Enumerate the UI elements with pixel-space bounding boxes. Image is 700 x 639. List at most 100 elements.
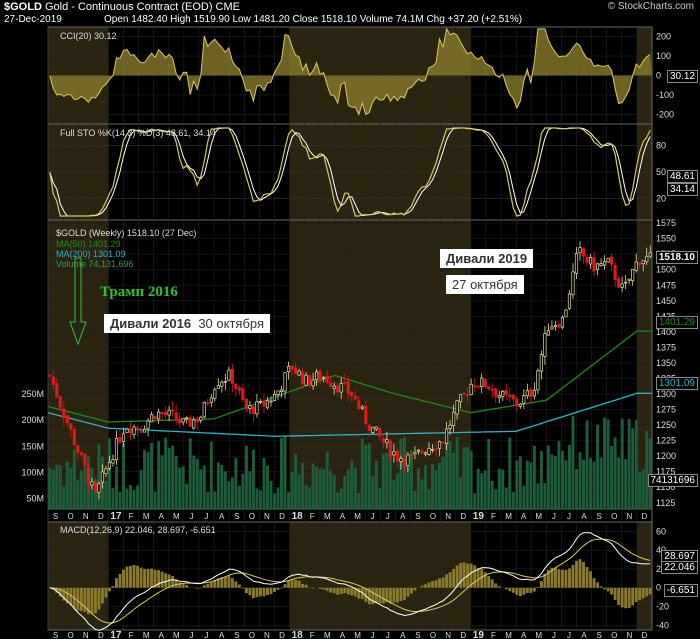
price-legend-title: $GOLD (Weekly) 1518.10 (27 Dec) [56, 228, 197, 238]
volume-bar [322, 469, 326, 509]
volume-bar [283, 436, 287, 509]
x-tick-label-bottom: S [234, 631, 239, 639]
sto-tick-label: 50 [656, 167, 666, 177]
annotation-diwali-2019-date: 27 октября [446, 275, 524, 294]
candle-body [58, 396, 62, 408]
macd-hist-bar [522, 587, 526, 595]
x-tick-label: S [596, 512, 601, 521]
candle-body [434, 448, 438, 451]
macd-hist-bar [353, 587, 357, 597]
volume-bar [476, 468, 480, 509]
x-tick-label-bottom: F [491, 631, 496, 639]
volume-bar [350, 460, 354, 509]
volume-bar [638, 471, 642, 509]
candle-body [237, 387, 241, 391]
candle-body [430, 448, 435, 451]
cci-tick-label: -100 [656, 90, 674, 100]
candle-body [529, 389, 533, 398]
macd-hist-bar [287, 580, 291, 588]
candle-body [427, 447, 431, 455]
candle-body [437, 441, 442, 449]
volume-bar [575, 468, 578, 509]
macd-hist-bar [599, 586, 603, 588]
candle-body [55, 383, 59, 398]
macd-hist-bar [557, 569, 561, 588]
candle-body [48, 374, 52, 377]
x-tick-label-bottom: N [626, 631, 632, 639]
macd-hist-bar [90, 587, 94, 614]
volume-bar [399, 438, 403, 509]
volume-bar [160, 455, 164, 509]
volume-bar [129, 484, 132, 509]
candle-body [511, 394, 515, 400]
x-tick-label: A [340, 512, 346, 521]
macd-hist-bar [290, 579, 294, 588]
x-tick-label: N [83, 512, 89, 521]
macd-hist-bar [568, 568, 571, 588]
volume-bar [388, 449, 392, 509]
x-tick-label: A [219, 512, 225, 521]
candle-body [100, 471, 105, 483]
candle-body [153, 415, 157, 420]
candle-body [595, 263, 600, 270]
macd-hist-bar [104, 587, 108, 598]
volume-bar [213, 491, 217, 509]
volume-bar [494, 489, 498, 509]
volume-bar [199, 469, 203, 509]
candle-body [290, 365, 294, 370]
volume-bar [645, 430, 649, 509]
volume-bar [571, 416, 575, 509]
candle-body [371, 426, 375, 433]
volume-bar [424, 465, 427, 509]
candle-body [283, 372, 287, 392]
price-tick-label: 1200 [656, 451, 676, 461]
macd-hist-bar [181, 583, 185, 588]
volume-bar [301, 462, 305, 509]
volume-bar [529, 462, 533, 509]
volume-bar [490, 480, 494, 509]
cci-tick-label: 200 [656, 32, 671, 42]
x-tick-label-bottom: J [371, 631, 375, 639]
macd-hist-bar [100, 587, 104, 604]
candle-body [360, 406, 364, 409]
macd-hist-bar [448, 572, 452, 588]
candle-body [251, 406, 256, 415]
candle-body [185, 417, 189, 420]
x-tick-label: S [234, 512, 239, 521]
macd-hist-bar [339, 587, 343, 594]
candle-body [329, 382, 333, 387]
volume-bar [118, 491, 122, 509]
volume-bar [522, 485, 526, 509]
candle-body [402, 458, 407, 465]
candle-body [139, 431, 143, 433]
macd-hist-bar [511, 587, 515, 593]
macd-hist-bar [139, 567, 143, 588]
chart-date: 27-Dec-2019 [4, 14, 62, 25]
candle-body [107, 462, 112, 469]
macd-hist-bar [585, 567, 589, 588]
candle-body [293, 367, 298, 374]
volume-bar [255, 488, 259, 509]
volume-bar [564, 460, 568, 509]
candle-body [473, 385, 477, 388]
volume-bar [325, 451, 329, 509]
macd-hist-bar [93, 587, 97, 614]
volume-bar [578, 452, 582, 509]
macd-hist-bar [497, 586, 501, 588]
x-tick-label: J [567, 512, 571, 521]
candle-body [216, 385, 220, 389]
macd-hist-bar [388, 587, 392, 604]
volume-bar [438, 462, 442, 509]
candle-body [648, 252, 652, 257]
volume-bar [480, 473, 484, 509]
macd-hist-bar [610, 587, 614, 595]
candle-body [395, 450, 399, 462]
candle-body [132, 426, 136, 435]
macd-hist-bar [118, 573, 122, 588]
price-tick-label: 1250 [656, 420, 676, 430]
volume-bar [473, 493, 477, 509]
candle-body [286, 366, 291, 373]
macd-hist-bar [578, 559, 582, 588]
candle-body [420, 451, 424, 454]
macd-tick-label: 0 [656, 583, 661, 593]
